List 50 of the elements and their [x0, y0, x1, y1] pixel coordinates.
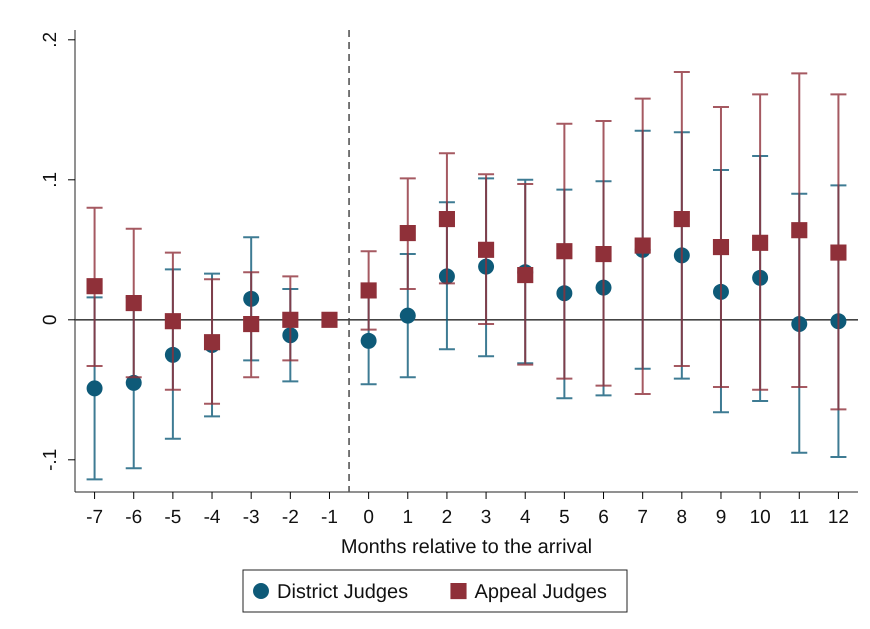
x-tick-label: 4 [520, 506, 531, 528]
point [282, 312, 298, 328]
x-tick-label: 2 [442, 506, 452, 528]
point [478, 242, 494, 258]
x-tick-label: 10 [750, 506, 771, 528]
point [634, 238, 651, 254]
point [674, 210, 690, 228]
x-tick-label: 7 [637, 506, 648, 528]
point [595, 246, 612, 262]
point [321, 312, 338, 328]
point [400, 308, 416, 324]
x-tick-label: 12 [828, 506, 849, 528]
x-tick-label: -7 [86, 506, 104, 528]
point [752, 234, 768, 251]
point [360, 332, 377, 349]
x-tick-label: -1 [321, 506, 338, 528]
point [243, 316, 260, 332]
x-tick-label: -4 [204, 506, 221, 528]
x-tick-label: 1 [402, 506, 414, 528]
point [204, 334, 220, 350]
point [791, 222, 808, 238]
x-tick-label: 0 [363, 506, 374, 528]
x-tick-label: 3 [480, 506, 492, 528]
x-tick-label: 9 [716, 506, 726, 528]
point [126, 294, 142, 312]
x-tick-label: 11 [789, 506, 810, 528]
point [517, 266, 534, 284]
x-axis-title: Months relative to the arrival [340, 536, 592, 558]
point [86, 380, 103, 396]
point [830, 244, 846, 261]
legend-label: Appeal Judges [474, 581, 607, 603]
x-tick-label: -6 [125, 506, 142, 528]
point [400, 224, 416, 242]
point [712, 238, 730, 256]
point [438, 210, 455, 228]
x-tick-label: 5 [559, 506, 570, 528]
point [86, 278, 103, 294]
x-tick-label: 8 [676, 506, 688, 528]
point [164, 313, 181, 330]
y-tick-label: 0 [40, 314, 61, 326]
x-tick-label: -3 [242, 506, 260, 528]
x-tick-label: 6 [598, 506, 609, 528]
y-tick-label: .2 [40, 32, 61, 48]
y-tick-label: .1 [40, 172, 61, 188]
x-tick-label: -5 [164, 506, 182, 528]
y-tick-label: -.1 [40, 448, 61, 471]
legend-label: District Judges [277, 581, 408, 603]
point [360, 282, 377, 298]
point [556, 243, 572, 260]
x-tick-label: -2 [282, 506, 299, 528]
